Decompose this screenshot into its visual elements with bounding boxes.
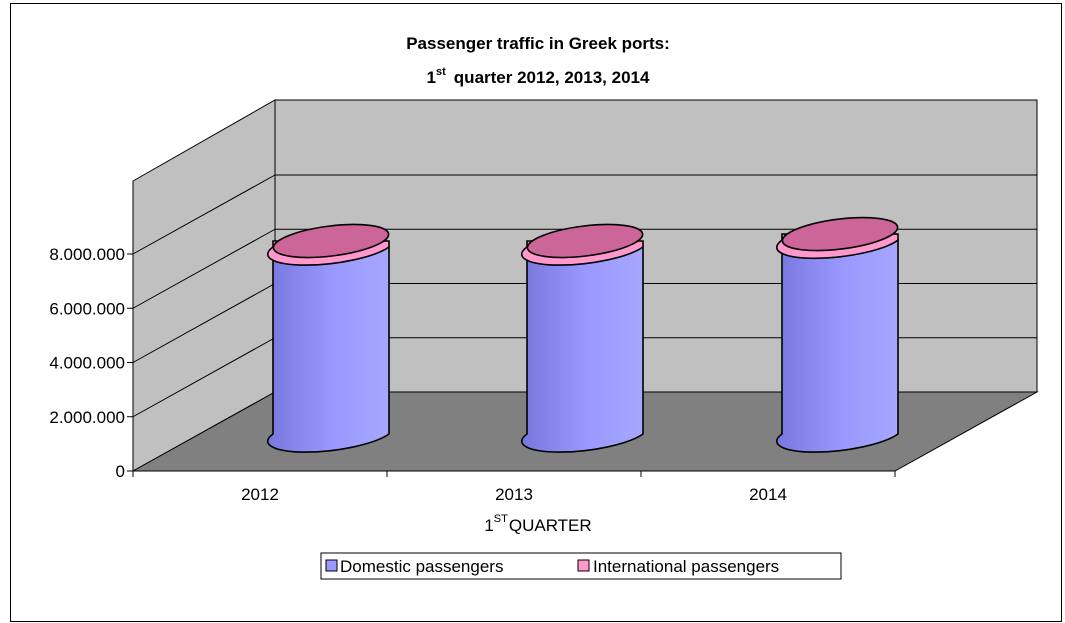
- legend-swatch-domestic: [325, 559, 338, 572]
- y-tick-label: 4.000.000: [49, 354, 125, 373]
- bar-group-2013: [520, 223, 644, 453]
- bar-top-2013: [526, 223, 644, 259]
- legend-label-international: International passengers: [593, 557, 779, 576]
- legend-box: [320, 552, 842, 580]
- x-tick-label: 2014: [749, 485, 787, 504]
- gridline-side: [132, 337, 276, 418]
- chart-title-line1: Passenger traffic in Greek ports:: [406, 34, 670, 53]
- bar-top-2014: [781, 216, 899, 252]
- y-tick-label: 0: [116, 462, 125, 481]
- y-tick-label: 2.000.000: [49, 408, 125, 427]
- chart-title-line2: 1st quarter 2012, 2013, 2014: [427, 66, 650, 87]
- y-tick-label: 6.000.000: [49, 299, 125, 318]
- bar-domestic-2014: [775, 239, 899, 453]
- bar-group-2014: [775, 216, 899, 453]
- bar-domestic-2012: [266, 246, 390, 453]
- x-axis: 2012 2013 2014: [132, 470, 896, 504]
- y-tick-label: 8.000.000: [49, 245, 125, 264]
- gridlines: [132, 174, 1037, 418]
- legend-label-domestic: Domestic passengers: [340, 557, 503, 576]
- bar-top-2012: [272, 223, 390, 259]
- x-tick-label: 2012: [241, 485, 279, 504]
- legend-swatch-international: [577, 559, 590, 572]
- x-axis-title: 1STQUARTER: [484, 513, 591, 535]
- x-tick-label: 2013: [495, 485, 533, 504]
- bars: [266, 216, 899, 453]
- bar-domestic-2013: [520, 246, 644, 453]
- gridline-side: [132, 228, 276, 309]
- gridline-side: [132, 283, 276, 363]
- y-axis: 0 2.000.000 4.000.000 6.000.000 8.000.000: [49, 245, 134, 481]
- bar-group-2012: [266, 223, 390, 453]
- gridline-side: [132, 174, 276, 255]
- legend: Domestic passengers International passen…: [320, 552, 842, 580]
